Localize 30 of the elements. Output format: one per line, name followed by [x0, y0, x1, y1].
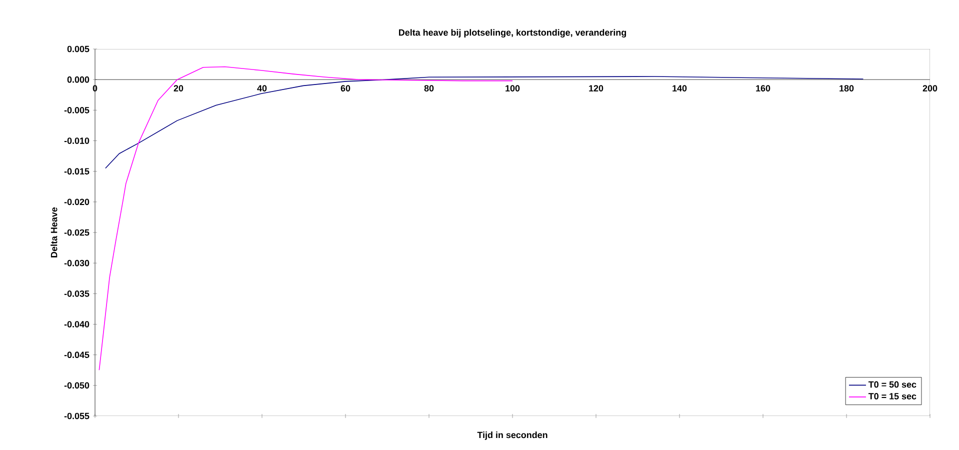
- y-axis-title: Delta Heave: [50, 207, 58, 258]
- x-tick-label: 160: [756, 85, 770, 92]
- y-tick-label: 0.000: [67, 76, 90, 83]
- x-tick-label: 0: [92, 85, 98, 92]
- y-tick-label: -0.025: [64, 229, 90, 236]
- y-tick-label: -0.005: [64, 106, 90, 114]
- y-tick-label: -0.030: [64, 260, 90, 266]
- x-tick-label: 100: [506, 85, 520, 92]
- line-series: [105, 76, 864, 169]
- x-tick-label: 200: [922, 85, 938, 92]
- y-tick-label: 0.005: [67, 46, 90, 52]
- x-tick-label: 40: [257, 85, 267, 92]
- y-tick-label: -0.045: [64, 352, 90, 358]
- x-tick-label: 80: [424, 85, 434, 92]
- legend-label: T0 = 15 sec: [868, 393, 916, 400]
- y-tick-label: -0.010: [64, 138, 90, 144]
- x-tick-label: 20: [174, 85, 184, 92]
- x-tick-label: 120: [589, 85, 604, 92]
- y-tick-label: -0.035: [64, 290, 90, 297]
- x-tick-label: 180: [840, 85, 854, 92]
- x-axis-title: Tijd in seconden: [477, 432, 548, 440]
- x-tick-label: 140: [672, 85, 687, 92]
- y-tick-label: -0.055: [64, 412, 90, 420]
- y-tick-label: -0.015: [64, 168, 90, 175]
- chart-title: Delta heave bij plotselinge, kortstondige, verandering: [399, 29, 626, 38]
- y-tick-label: -0.050: [64, 382, 90, 389]
- x-tick-label: 60: [340, 85, 350, 92]
- y-tick-label: -0.020: [64, 198, 90, 206]
- y-tick-label: -0.040: [64, 321, 90, 328]
- legend-label: T0 = 50 sec: [868, 381, 916, 388]
